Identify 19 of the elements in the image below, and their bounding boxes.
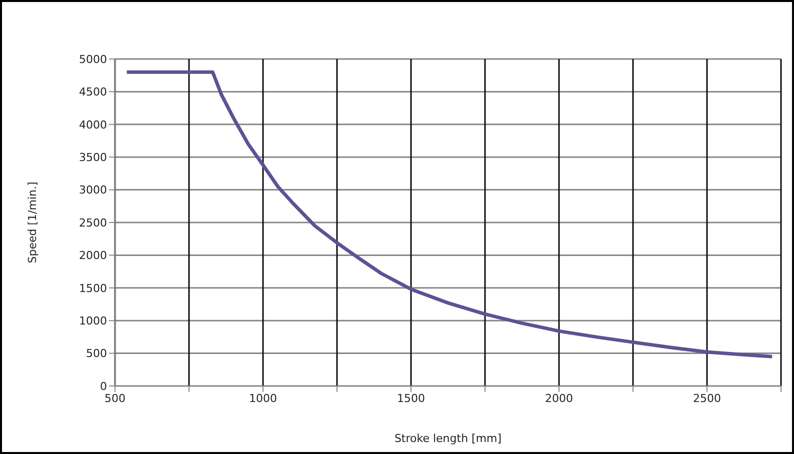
x-axis-title: Stroke length [mm]	[394, 432, 502, 445]
x-tick-label: 2000	[545, 392, 573, 405]
x-tick-label: 2500	[693, 392, 721, 405]
x-tick-label: 1500	[397, 392, 425, 405]
y-tick-label: 500	[86, 347, 107, 360]
x-tick-label: 1000	[249, 392, 277, 405]
y-tick-label: 1000	[79, 314, 107, 328]
y-tick-label: 4500	[79, 86, 107, 99]
y-axis-title: Speed [1/min.]	[26, 182, 39, 264]
y-tick-label: 4000	[79, 118, 107, 132]
y-tick-label: 0	[100, 380, 107, 393]
y-tick-label: 2500	[79, 216, 107, 230]
y-tick-label: 3500	[79, 151, 107, 164]
y-tick-label: 3000	[79, 184, 107, 197]
y-tick-label: 2000	[79, 249, 107, 262]
x-tick-label: 500	[104, 392, 126, 405]
line-series	[125, 70, 774, 358]
y-tick-label: 1500	[79, 282, 107, 295]
y-tick-label: 5000	[79, 52, 107, 66]
